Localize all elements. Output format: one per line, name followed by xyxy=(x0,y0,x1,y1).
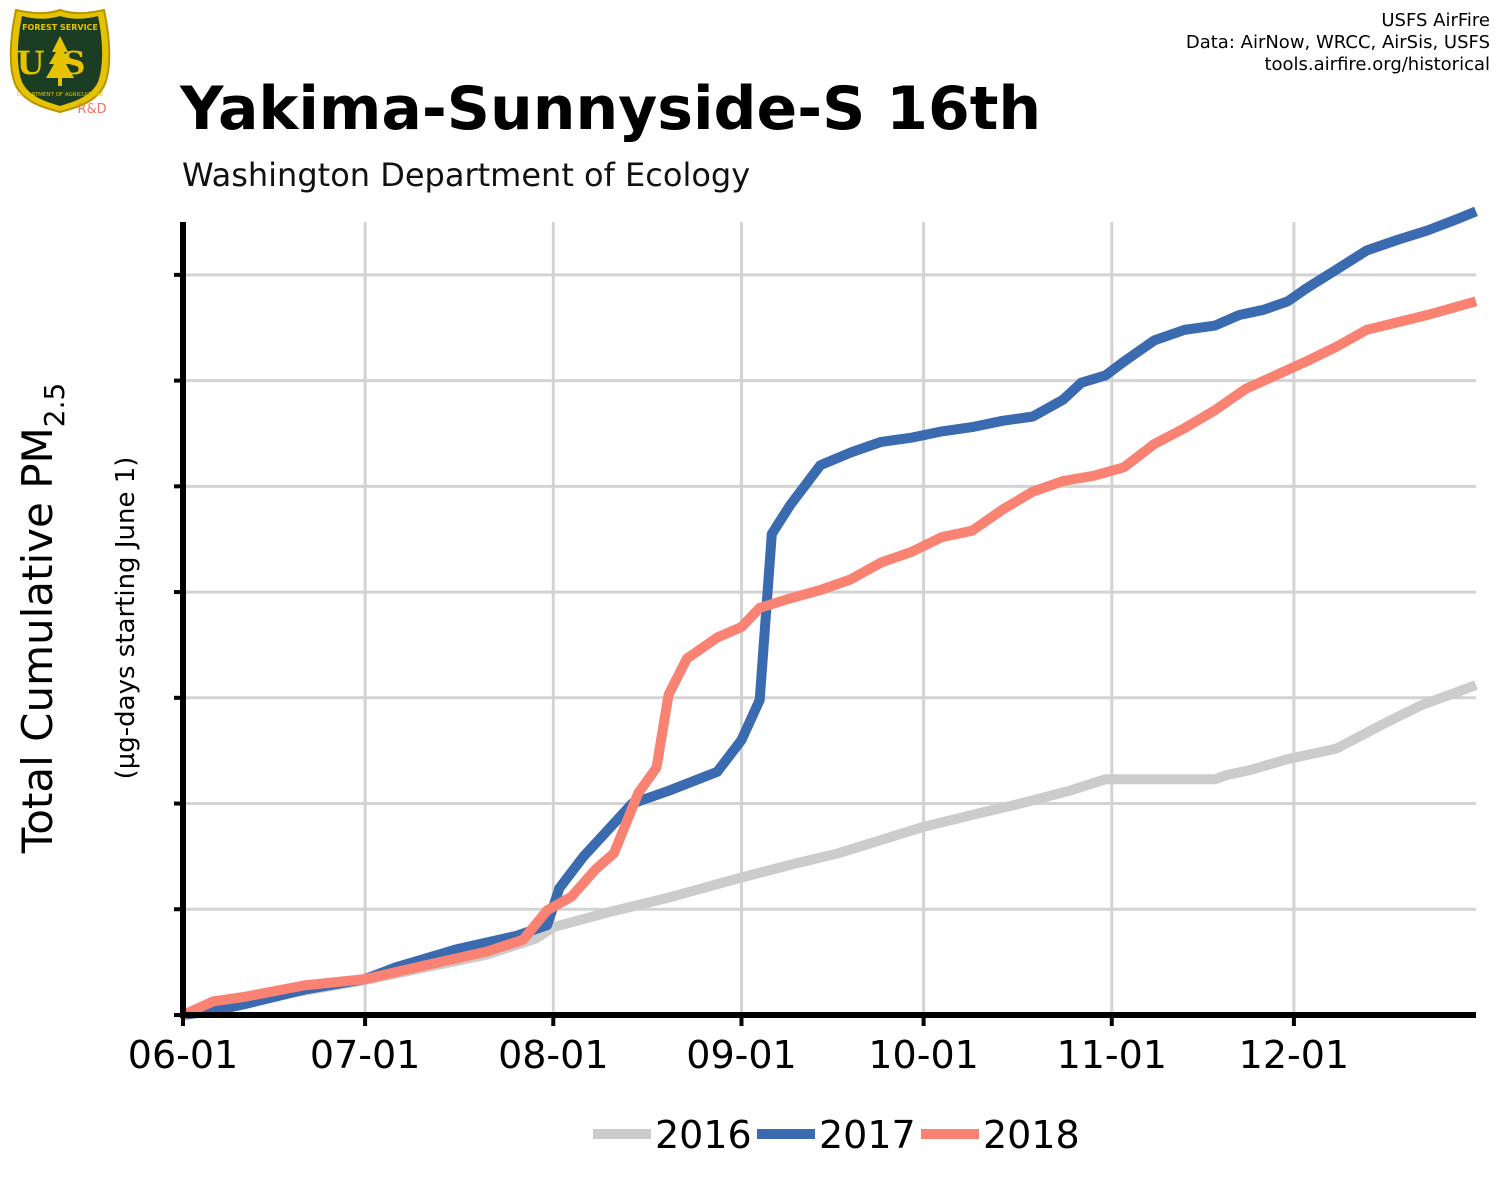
y-axis-sublabel: (µg-days starting June 1) xyxy=(111,457,141,780)
x-tick-label: 09-01 xyxy=(686,1033,796,1077)
legend-label-2017: 2017 xyxy=(819,1113,916,1157)
axes xyxy=(174,222,1476,1026)
legend-label-2018: 2018 xyxy=(983,1113,1080,1157)
x-tick-label: 11-01 xyxy=(1057,1033,1167,1077)
y-axis-label-main: Total Cumulative PM xyxy=(13,427,62,854)
legend-label-2016: 2016 xyxy=(655,1113,752,1157)
credit-line: Data: AirNow, WRCC, AirSis, USFS xyxy=(1185,32,1490,53)
x-tick-labels: 06-01 07-01 08-01 09-01 10-01 11-01 12-01 xyxy=(128,1033,1349,1077)
y-axis-label: Total Cumulative PM2.5 xyxy=(13,383,71,855)
tree-icon xyxy=(46,36,74,86)
series-line-2016 xyxy=(181,680,1478,1020)
credits: USFS AirFire Data: AirNow, WRCC, AirSis,… xyxy=(1186,10,1490,76)
credit-line: tools.airfire.org/historical xyxy=(1264,54,1490,75)
series-lines xyxy=(180,206,1478,1020)
grid xyxy=(183,222,1476,1015)
logo-tag: R&D xyxy=(77,102,106,117)
x-tick-label: 06-01 xyxy=(128,1033,238,1077)
legend: 2016 2017 2018 xyxy=(593,1113,1080,1157)
x-tick-label: 12-01 xyxy=(1239,1033,1349,1077)
series-line-2018 xyxy=(180,296,1478,1020)
logo-top-text: FOREST SERVICE xyxy=(22,23,98,32)
page-title: Yakima-Sunnyside-S 16th xyxy=(180,74,1042,144)
x-tick-label: 07-01 xyxy=(310,1033,420,1077)
y-axis-label-subscript: 2.5 xyxy=(38,383,71,428)
logo-bottom-text: DEPARTMENT OF AGRICULTURE xyxy=(17,92,104,98)
page-subtitle: Washington Department of Ecology xyxy=(182,156,751,194)
x-tick-label: 10-01 xyxy=(868,1033,978,1077)
x-tick-label: 08-01 xyxy=(498,1033,608,1077)
credit-line: USFS AirFire xyxy=(1381,10,1490,31)
usda-forest-service-logo: FOREST SERVICE US DEPARTMENT OF AGRICULT… xyxy=(9,8,111,117)
series-line-2017 xyxy=(182,206,1478,1020)
